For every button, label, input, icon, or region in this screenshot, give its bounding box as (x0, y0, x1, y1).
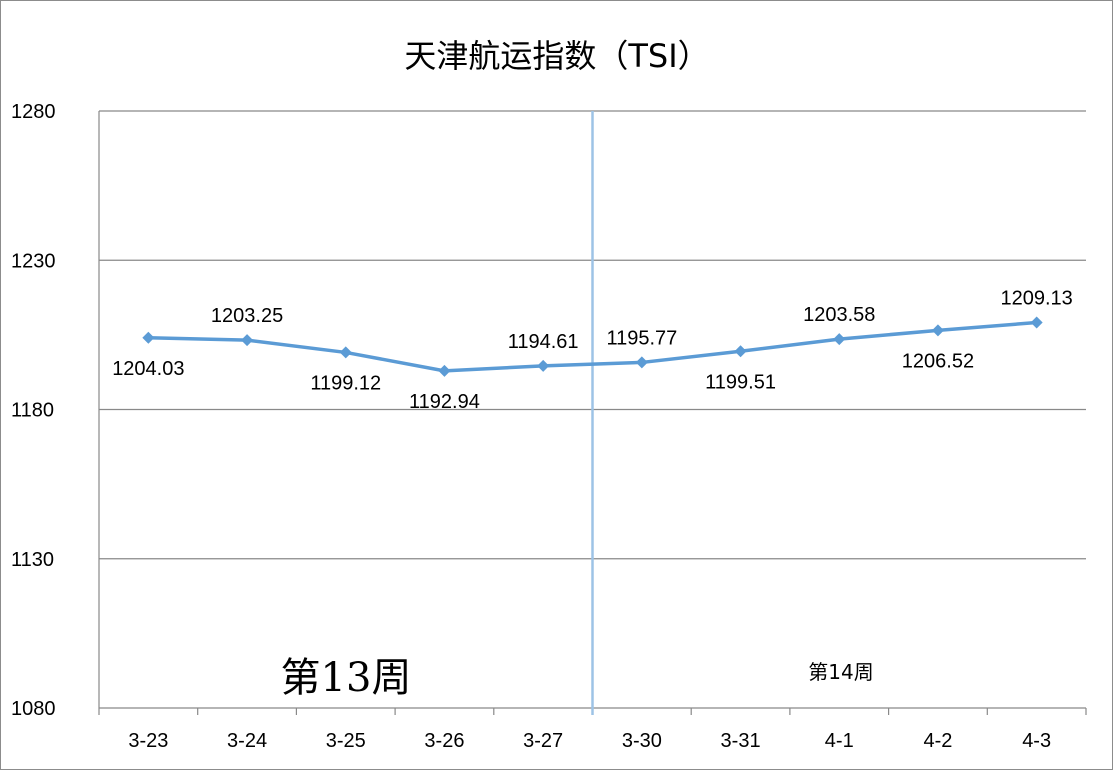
data-point-marker (734, 345, 747, 358)
data-label: 1203.58 (803, 304, 875, 326)
data-point-marker (241, 334, 254, 347)
x-tick-label: 4-2 (923, 730, 952, 752)
x-tick-label: 3-24 (227, 730, 267, 752)
y-tick-label: 1280 (11, 101, 56, 123)
x-tick-label: 3-27 (523, 730, 563, 752)
data-point-marker (931, 324, 944, 337)
y-tick-label: 1080 (11, 698, 56, 720)
data-point-marker (142, 331, 155, 344)
x-tick-label: 4-3 (1022, 730, 1051, 752)
data-labels: 1204.03 1203.25 1199.12 1192.94 1194.61 1195.… (112, 288, 1073, 413)
x-axis-ticks: 3-23 3-24 3-25 3-26 3-27 3-30 3-31 4-1 4-2 4-3 (128, 730, 1051, 752)
data-label: 1203.25 (211, 305, 283, 327)
data-label: 1206.52 (902, 350, 974, 372)
week-14-label: 第14周 (808, 660, 873, 684)
week-13-label: 第13周 (281, 655, 412, 701)
x-tick-label: 3-31 (721, 730, 761, 752)
data-point-marker (833, 333, 846, 346)
data-label: 1199.51 (705, 371, 776, 393)
data-point-marker (635, 356, 648, 369)
data-point-marker (438, 364, 451, 377)
y-tick-label: 1130 (11, 549, 54, 571)
data-label: 1195.77 (606, 327, 677, 349)
chart-title: 天津航运指数（TSI） (404, 37, 709, 75)
data-label: 1204.03 (112, 358, 184, 380)
x-tick-label: 3-23 (128, 730, 168, 752)
data-point-marker (1030, 316, 1043, 329)
x-tick-label: 3-30 (622, 730, 662, 752)
data-label: 1192.94 (409, 391, 480, 413)
x-tick-label: 3-25 (326, 730, 366, 752)
series-line (148, 320, 1037, 373)
y-tick-label: 1180 (11, 400, 54, 422)
series-line-group (148, 320, 1037, 373)
data-label: 1194.61 (508, 331, 579, 353)
x-tick-label: 3-26 (424, 730, 464, 752)
y-axis-ticks: 1280 1230 1180 1130 1080 (11, 101, 56, 720)
y-tick-label: 1230 (11, 250, 56, 272)
data-label: 1209.13 (1001, 288, 1073, 310)
data-markers (142, 316, 1043, 377)
data-label: 1199.12 (310, 372, 381, 394)
x-tick-label: 4-1 (825, 730, 854, 752)
data-point-marker (339, 346, 352, 359)
data-point-marker (537, 359, 550, 372)
